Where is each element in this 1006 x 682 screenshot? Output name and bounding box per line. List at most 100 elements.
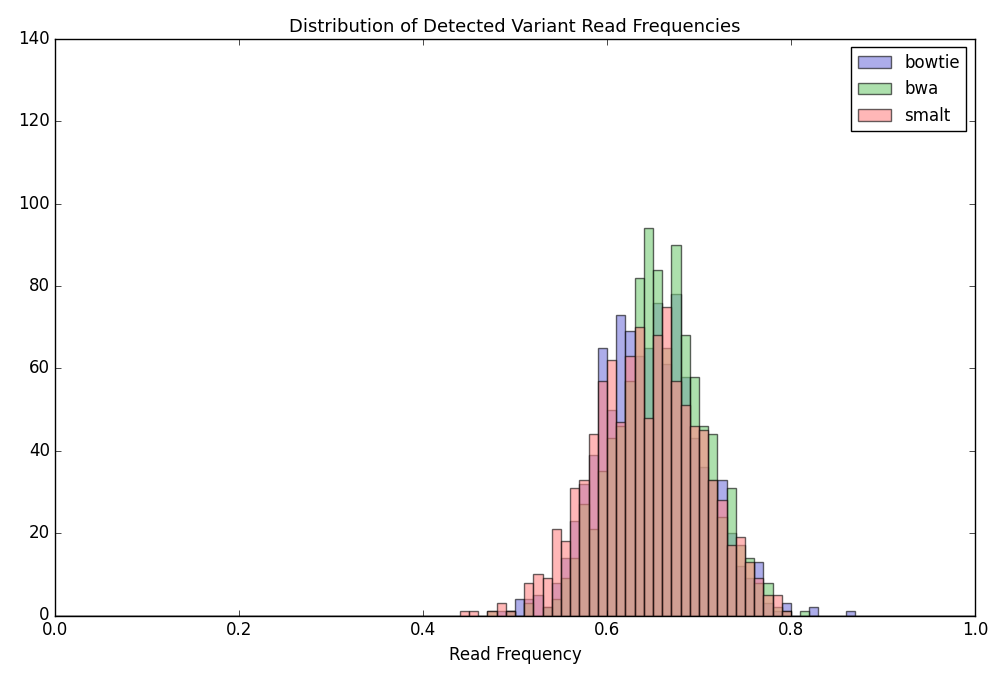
- Bar: [653, 336, 662, 615]
- Bar: [726, 488, 735, 615]
- Bar: [699, 426, 708, 615]
- Bar: [506, 611, 515, 615]
- Bar: [846, 611, 855, 615]
- Bar: [690, 376, 699, 615]
- Bar: [635, 327, 644, 615]
- Bar: [506, 611, 515, 615]
- Bar: [506, 611, 515, 615]
- Bar: [782, 611, 791, 615]
- Bar: [671, 294, 681, 615]
- Bar: [497, 611, 506, 615]
- Bar: [690, 426, 699, 615]
- Bar: [542, 607, 552, 615]
- Bar: [644, 228, 653, 615]
- Bar: [626, 356, 635, 615]
- Bar: [579, 479, 589, 615]
- Bar: [708, 434, 717, 615]
- Bar: [552, 582, 561, 615]
- Bar: [561, 578, 570, 615]
- Bar: [617, 315, 626, 615]
- Bar: [561, 542, 570, 615]
- Bar: [662, 364, 671, 615]
- Bar: [800, 611, 809, 615]
- Bar: [607, 439, 617, 615]
- Bar: [524, 603, 533, 615]
- Bar: [717, 517, 726, 615]
- Bar: [497, 603, 506, 615]
- Bar: [488, 611, 497, 615]
- Bar: [589, 529, 598, 615]
- Bar: [579, 504, 589, 615]
- Bar: [644, 418, 653, 615]
- Bar: [579, 484, 589, 615]
- Bar: [681, 376, 690, 615]
- Bar: [726, 546, 735, 615]
- Bar: [662, 348, 671, 615]
- Legend: bowtie, bwa, smalt: bowtie, bwa, smalt: [851, 47, 967, 131]
- Bar: [754, 582, 764, 615]
- Bar: [773, 607, 782, 615]
- Bar: [653, 269, 662, 615]
- Bar: [681, 336, 690, 615]
- Bar: [635, 356, 644, 615]
- Bar: [607, 410, 617, 615]
- Bar: [735, 546, 744, 615]
- Bar: [589, 434, 598, 615]
- Bar: [744, 558, 754, 615]
- Bar: [617, 426, 626, 615]
- Bar: [607, 360, 617, 615]
- Bar: [598, 471, 607, 615]
- Bar: [542, 607, 552, 615]
- Bar: [782, 603, 791, 615]
- Bar: [708, 479, 717, 615]
- Bar: [552, 529, 561, 615]
- Bar: [626, 381, 635, 615]
- Bar: [524, 582, 533, 615]
- Bar: [469, 611, 478, 615]
- Bar: [626, 331, 635, 615]
- Bar: [533, 595, 542, 615]
- Bar: [589, 455, 598, 615]
- Bar: [764, 603, 773, 615]
- Bar: [617, 422, 626, 615]
- Bar: [726, 533, 735, 615]
- Bar: [744, 578, 754, 615]
- Bar: [488, 611, 497, 615]
- Bar: [460, 611, 469, 615]
- Bar: [717, 479, 726, 615]
- Bar: [662, 307, 671, 615]
- Bar: [533, 574, 542, 615]
- X-axis label: Read Frequency: Read Frequency: [449, 646, 581, 664]
- Bar: [717, 500, 726, 615]
- Bar: [754, 562, 764, 615]
- Bar: [644, 348, 653, 615]
- Bar: [570, 488, 579, 615]
- Bar: [561, 558, 570, 615]
- Bar: [735, 566, 744, 615]
- Bar: [708, 479, 717, 615]
- Bar: [552, 599, 561, 615]
- Bar: [699, 430, 708, 615]
- Bar: [690, 439, 699, 615]
- Bar: [754, 578, 764, 615]
- Bar: [542, 578, 552, 615]
- Bar: [773, 611, 782, 615]
- Bar: [699, 467, 708, 615]
- Bar: [570, 521, 579, 615]
- Bar: [764, 595, 773, 615]
- Bar: [744, 562, 754, 615]
- Bar: [653, 303, 662, 615]
- Bar: [635, 278, 644, 615]
- Bar: [598, 348, 607, 615]
- Bar: [773, 595, 782, 615]
- Bar: [681, 406, 690, 615]
- Bar: [764, 582, 773, 615]
- Bar: [598, 381, 607, 615]
- Bar: [782, 611, 791, 615]
- Bar: [671, 245, 681, 615]
- Bar: [524, 599, 533, 615]
- Bar: [735, 537, 744, 615]
- Bar: [515, 599, 524, 615]
- Bar: [570, 558, 579, 615]
- Bar: [809, 607, 819, 615]
